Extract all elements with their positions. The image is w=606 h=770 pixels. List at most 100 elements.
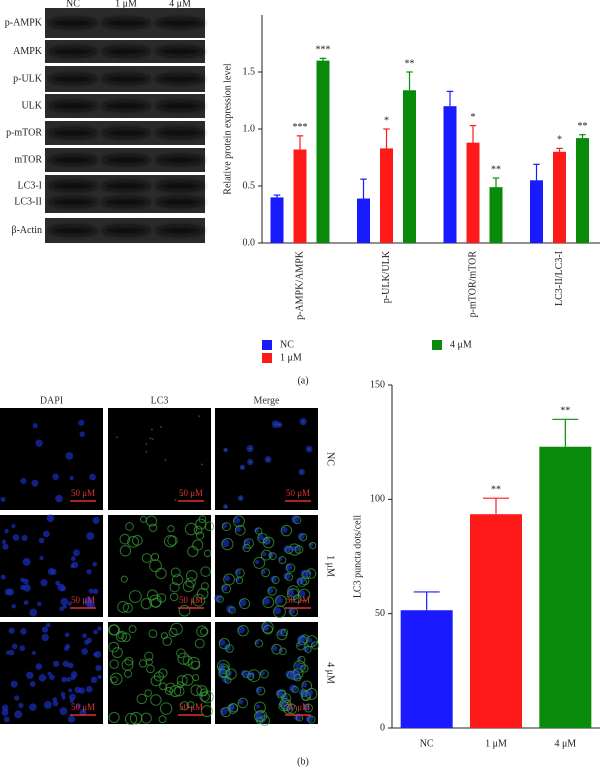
lc3-signal	[128, 590, 142, 603]
nucleus	[288, 590, 295, 597]
lc3-signal	[302, 420, 305, 423]
lc3-signal	[224, 449, 227, 452]
y-tick-label: 100	[370, 494, 385, 505]
lc3-signal	[235, 568, 245, 578]
lc3-signal	[300, 664, 309, 673]
bar	[293, 149, 307, 243]
lc3-signal	[196, 587, 209, 600]
nucleus	[238, 699, 244, 705]
nucleus	[23, 600, 29, 606]
lc3-signal	[117, 600, 130, 613]
nucleus	[38, 537, 45, 544]
lc3-signal	[307, 715, 316, 724]
nucleus	[19, 645, 26, 652]
row-label: 1 μM	[325, 555, 336, 577]
lc3-signal	[285, 563, 296, 573]
blot-band	[156, 225, 204, 236]
x-tick-label: p-mTOR/mTOR	[467, 251, 478, 318]
lc3-signal	[144, 651, 154, 661]
lc3-signal	[278, 556, 287, 565]
lc3-signal	[221, 522, 231, 532]
blot-band	[49, 181, 97, 191]
lc3-signal	[267, 458, 270, 461]
nucleus	[60, 691, 66, 697]
nucleus	[97, 674, 102, 680]
legend-label: 4 μM	[450, 339, 472, 350]
lc3-signal	[200, 705, 213, 718]
lc3-signal	[267, 586, 277, 596]
lc3-signal	[164, 686, 174, 696]
blot-band	[156, 155, 204, 165]
lc3-signal	[129, 711, 143, 725]
nucleus	[68, 688, 73, 693]
bar	[403, 90, 416, 244]
y-axis-label: Relative protein expression level	[222, 63, 233, 195]
blot-row-label: ULK	[21, 100, 42, 111]
micrograph	[108, 622, 211, 724]
lc3-signal	[185, 577, 196, 588]
row-label: 4 μM	[325, 662, 336, 684]
nucleus	[262, 597, 270, 605]
lc3-signal	[117, 631, 125, 640]
significance-label: **	[491, 164, 501, 175]
bar	[576, 138, 589, 243]
nucleus	[67, 662, 74, 669]
x-tick-label: NC	[420, 738, 434, 749]
nucleus	[52, 660, 60, 667]
nucleus	[255, 713, 260, 718]
blot-band	[156, 18, 204, 28]
lc3-signal	[111, 647, 123, 659]
lc3-signal	[169, 685, 182, 698]
lc3-signal	[199, 627, 209, 636]
nucleus	[37, 601, 42, 607]
nucleus	[20, 584, 26, 590]
y-tick-label: 0.0	[243, 237, 256, 248]
nucleus	[92, 561, 98, 567]
lc3-signal	[239, 497, 242, 500]
lc3-signal	[124, 712, 138, 726]
lc3-signal	[299, 533, 308, 542]
nucleus	[89, 473, 96, 481]
lc3-signal	[302, 570, 311, 580]
nucleus	[31, 650, 36, 655]
nucleus	[1, 539, 7, 544]
lc3-signal	[249, 447, 252, 450]
blot-band	[102, 101, 150, 111]
nucleus	[69, 475, 74, 481]
lane-label: 4 μM	[169, 0, 191, 9]
blot-row-label: p-AMPK	[5, 17, 43, 28]
nucleus	[294, 662, 301, 669]
nucleus	[21, 534, 28, 542]
nucleus	[82, 633, 88, 639]
nucleus	[226, 670, 232, 677]
lc3-signal	[140, 712, 152, 724]
lc3-signal	[160, 632, 168, 640]
nucleus	[84, 639, 90, 645]
y-tick-label: 0	[380, 722, 385, 733]
nucleus	[71, 671, 78, 678]
lc3-signal	[180, 494, 183, 497]
y-tick-label: 150	[370, 379, 385, 390]
lc3-signal	[253, 556, 266, 569]
blot-band	[49, 128, 97, 138]
nucleus	[81, 648, 88, 655]
panel-label: (a)	[297, 375, 308, 386]
significance-label: **	[578, 121, 588, 132]
lc3-signal	[128, 625, 137, 634]
nucleus	[60, 597, 69, 606]
nucleus	[275, 596, 283, 604]
lc3-signal	[200, 463, 203, 466]
bar	[530, 180, 543, 243]
nucleus	[11, 524, 16, 529]
lc3-signal	[120, 575, 128, 583]
nucleus	[226, 605, 235, 613]
nucleus	[39, 555, 44, 561]
nucleus	[22, 557, 31, 566]
nucleus	[11, 643, 18, 649]
nucleus	[38, 674, 47, 682]
panel-label: (b)	[297, 756, 309, 767]
lc3-signal	[233, 515, 245, 528]
nucleus	[31, 479, 39, 487]
nucleus	[35, 663, 43, 670]
nucleus	[95, 664, 102, 672]
